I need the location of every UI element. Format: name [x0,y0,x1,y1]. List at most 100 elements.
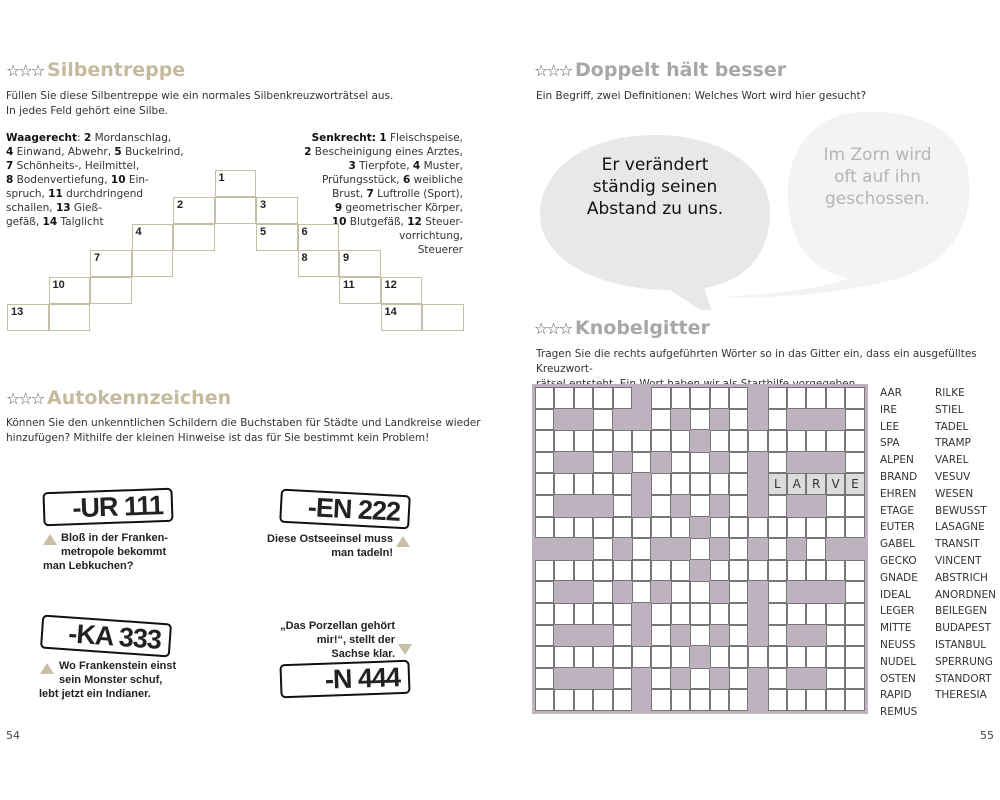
grid-cell[interactable] [554,516,574,539]
grid-cell[interactable] [690,473,710,495]
grid-cell[interactable] [690,494,710,517]
grid-cell[interactable] [573,473,594,495]
grid-cell[interactable] [573,689,594,711]
grid-cell[interactable] [651,689,671,711]
grid-cell[interactable] [748,516,768,539]
grid-cell[interactable] [670,689,691,711]
grid-cell[interactable] [593,451,613,474]
grid-cell[interactable] [825,387,846,409]
grid-cell[interactable] [845,689,865,711]
grid-cell[interactable] [593,538,613,560]
grid-cell[interactable] [825,494,846,517]
grid-cell[interactable] [728,538,749,560]
grid-cell[interactable] [535,689,555,711]
grid-cell[interactable] [651,516,671,539]
grid-cell[interactable] [573,559,594,582]
grid-cell[interactable] [728,408,749,431]
grid-cell[interactable] [709,646,729,668]
grid-cell[interactable] [554,602,574,625]
grid-cell[interactable] [612,473,632,495]
grid-cell[interactable] [728,473,749,495]
grid-cell[interactable] [593,559,613,582]
grid-cell[interactable] [767,559,788,582]
grid-cell[interactable] [612,430,632,452]
grid-cell[interactable] [728,624,749,647]
grid-cell[interactable] [845,646,865,668]
grid-cell[interactable] [670,387,691,409]
grid-cell[interactable] [651,430,671,452]
grid-cell[interactable] [728,646,749,668]
grid-cell[interactable] [554,473,574,495]
grid-cell[interactable] [767,387,788,409]
grid-cell[interactable] [573,602,594,625]
stair-cell[interactable]: 12 [380,277,422,305]
grid-cell[interactable] [787,646,807,668]
grid-cell[interactable] [593,430,613,452]
stair-cell[interactable]: 10 [48,277,90,305]
grid-cell[interactable] [612,624,632,647]
grid-cell[interactable] [690,451,710,474]
grid-cell[interactable] [787,602,807,625]
grid-cell[interactable] [612,494,632,517]
grid-cell[interactable] [845,516,865,539]
grid-cell[interactable] [573,516,594,539]
stair-cell[interactable]: 11 [339,277,381,305]
grid-cell[interactable] [593,408,613,431]
grid-cell[interactable] [767,602,788,625]
grid-cell[interactable] [845,387,865,409]
grid-cell[interactable] [631,451,652,474]
grid-cell[interactable] [728,451,749,474]
grid-cell[interactable] [767,581,788,603]
grid-cell[interactable] [767,408,788,431]
stair-cell[interactable] [48,304,90,331]
grid-cell[interactable] [593,387,613,409]
grid-cell[interactable] [651,624,671,647]
grid-cell[interactable] [690,689,710,711]
grid-cell[interactable] [845,624,865,647]
grid-cell[interactable] [825,667,846,690]
stair-cell[interactable]: 14 [380,304,422,331]
grid-cell[interactable] [573,430,594,452]
grid-cell[interactable] [593,646,613,668]
grid-cell[interactable] [612,559,632,582]
grid-cell[interactable] [767,538,788,560]
grid-cell[interactable] [535,494,555,517]
grid-cell[interactable] [728,602,749,625]
grid-cell[interactable] [806,646,826,668]
stair-cell[interactable]: 13 [7,304,49,331]
stair-cell[interactable]: 3 [256,196,298,224]
stair-cell[interactable] [90,277,132,305]
grid-cell[interactable] [806,516,826,539]
grid-cell[interactable] [670,430,691,452]
grid-cell[interactable] [535,387,555,409]
grid-cell[interactable] [535,516,555,539]
grid-cell[interactable] [825,430,846,452]
grid-cell[interactable] [554,689,574,711]
stair-cell[interactable]: 1 [214,170,256,197]
grid-cell[interactable] [767,430,788,452]
grid-cell[interactable] [535,473,555,495]
grid-cell[interactable] [728,559,749,582]
grid-cell[interactable] [535,559,555,582]
grid-cell[interactable] [709,516,729,539]
grid-cell[interactable] [767,646,788,668]
grid-cell[interactable] [612,516,632,539]
grid-cell[interactable] [748,430,768,452]
grid-cell[interactable] [670,559,691,582]
grid-cell[interactable] [806,689,826,711]
grid-cell[interactable] [593,581,613,603]
grid-cell[interactable] [535,451,555,474]
grid-cell[interactable] [825,602,846,625]
stair-cell[interactable] [422,304,464,331]
stair-cell[interactable]: 4 [131,223,173,251]
grid-cell[interactable] [806,538,826,560]
grid-cell[interactable] [767,624,788,647]
stair-cell[interactable]: 9 [339,250,381,278]
grid-cell[interactable] [825,689,846,711]
grid-cell[interactable] [573,646,594,668]
grid-cell[interactable] [728,494,749,517]
grid-cell[interactable] [651,602,671,625]
grid-cell[interactable] [554,387,574,409]
grid-cell[interactable] [806,559,826,582]
grid-cell[interactable] [535,646,555,668]
